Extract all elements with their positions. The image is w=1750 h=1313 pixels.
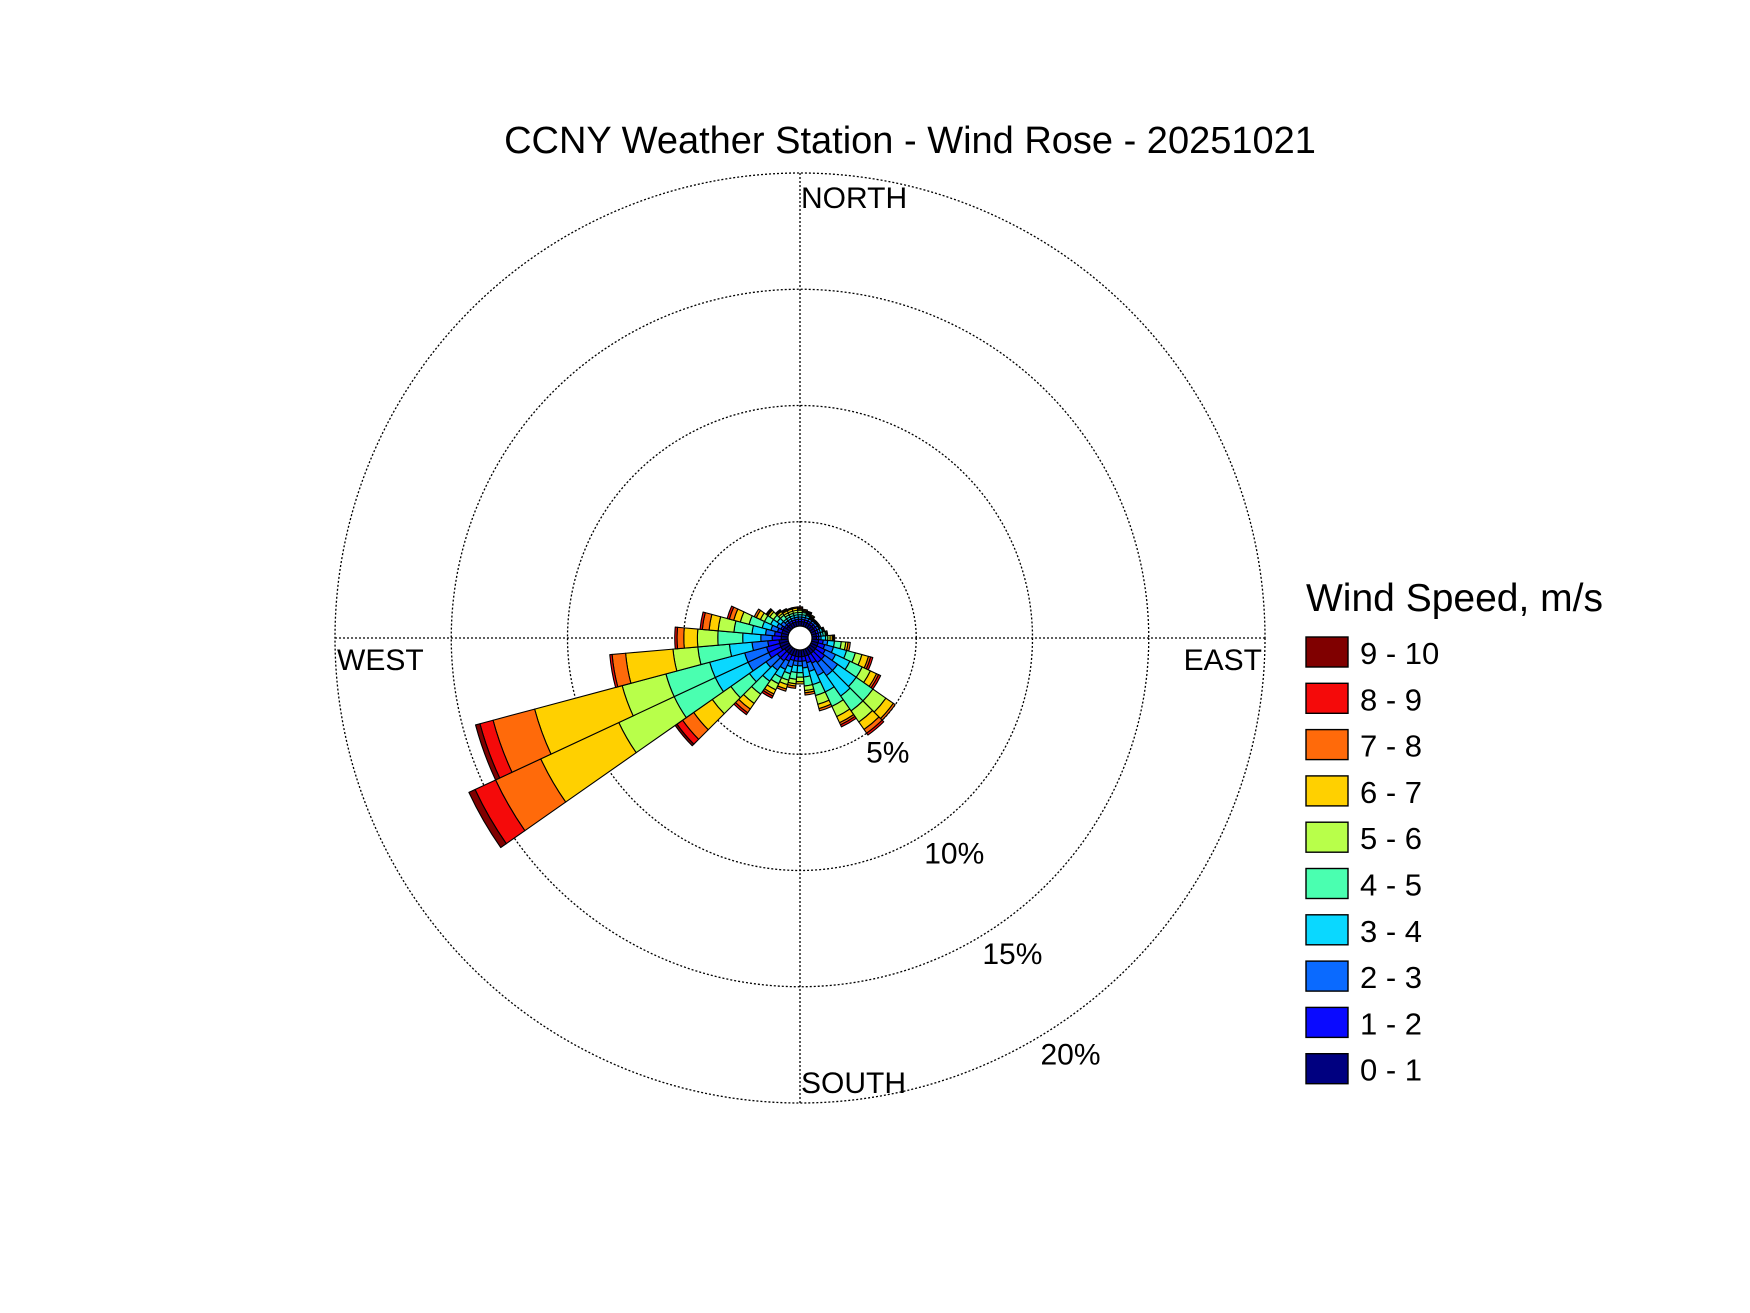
legend-label-0: 9 - 10 [1360, 636, 1439, 671]
sector-240-bin-9 [468, 788, 507, 849]
legend-swatch-5 [1305, 867, 1349, 900]
legend-swatch-4 [1305, 821, 1349, 853]
legend-label-3: 6 - 7 [1360, 775, 1422, 810]
compass-south: SOUTH [801, 1067, 906, 1100]
sector-90-bin-8 [832, 634, 836, 642]
legend-label-7: 2 - 3 [1360, 960, 1422, 995]
compass-east: EAST [1184, 644, 1262, 677]
sector-0-bin-8 [796, 606, 804, 609]
legend-swatch-9 [1305, 1052, 1349, 1085]
compass-labels: NORTH SOUTH EAST WEST [337, 182, 1262, 1100]
sector-160-bin-7 [818, 703, 833, 712]
sector-20-bin-7 [806, 610, 813, 615]
sector-270-bin-6 [683, 627, 699, 649]
ring-labels: 5% 10% 15% 20% [866, 737, 1100, 1072]
sector-330-bin-8 [780, 608, 788, 613]
legend-label-6: 3 - 4 [1360, 914, 1422, 949]
sector-10-bin-7 [801, 608, 809, 612]
chart-title: CCNY Weather Station - Wind Rose - 20251… [504, 120, 1316, 162]
legend-label-4: 5 - 6 [1360, 821, 1422, 856]
legend-label-2: 7 - 8 [1360, 729, 1422, 764]
sector-260-bin-8 [609, 653, 619, 688]
sector-30-bin-6 [809, 614, 816, 619]
sector-180-bin-6 [795, 680, 805, 685]
legend-label-5: 4 - 5 [1360, 868, 1422, 903]
sector-320-bin-8 [774, 609, 782, 615]
legend-swatch-7 [1305, 960, 1349, 992]
sector-140-bin-8 [866, 719, 885, 736]
sector-310-bin-8 [765, 608, 773, 616]
sector-270-bin-5 [696, 628, 719, 648]
legend-swatch-6 [1305, 914, 1349, 946]
sector-270-bin-7 [676, 626, 685, 650]
legend-title: Wind Speed, m/s [1306, 577, 1603, 620]
sector-300-bin-7 [753, 608, 762, 619]
calm-center [787, 625, 813, 651]
sector-180-bin-5 [795, 676, 805, 683]
wind-sectors [468, 605, 896, 849]
legend-swatch-2 [1305, 728, 1349, 761]
ring-label-5: 5% [866, 737, 909, 770]
sector-180-bin-4 [796, 671, 804, 678]
legend-label-9: 0 - 1 [1360, 1053, 1422, 1088]
sector-350-bin-7 [791, 606, 798, 610]
sector-280-bin-8 [699, 611, 706, 631]
legend: Wind Speed, m/s 9 - 10 8 - 9 7 - 8 6 - 7 5 -… [1305, 577, 1603, 1088]
sector-150-bin-8 [839, 715, 857, 728]
legend-swatch-8 [1305, 1006, 1349, 1039]
ring-label-20: 20% [1041, 1039, 1101, 1072]
ring-label-15: 15% [982, 938, 1042, 971]
legend-label-1: 8 - 9 [1360, 682, 1422, 717]
legend-swatch-1 [1305, 682, 1349, 714]
ring-label-10: 10% [924, 837, 984, 870]
sector-80-bin-6 [825, 630, 829, 637]
legend-swatch-3 [1305, 775, 1349, 807]
legend-label-8: 1 - 2 [1360, 1006, 1422, 1041]
compass-north: NORTH [801, 182, 907, 215]
legend-swatch-0 [1305, 636, 1349, 668]
sector-290-bin-8 [726, 605, 735, 620]
sector-270-bin-8 [674, 626, 679, 650]
sector-170-bin-7 [804, 690, 816, 696]
sector-250-bin-9 [475, 723, 501, 781]
compass-west: WEST [337, 644, 424, 677]
